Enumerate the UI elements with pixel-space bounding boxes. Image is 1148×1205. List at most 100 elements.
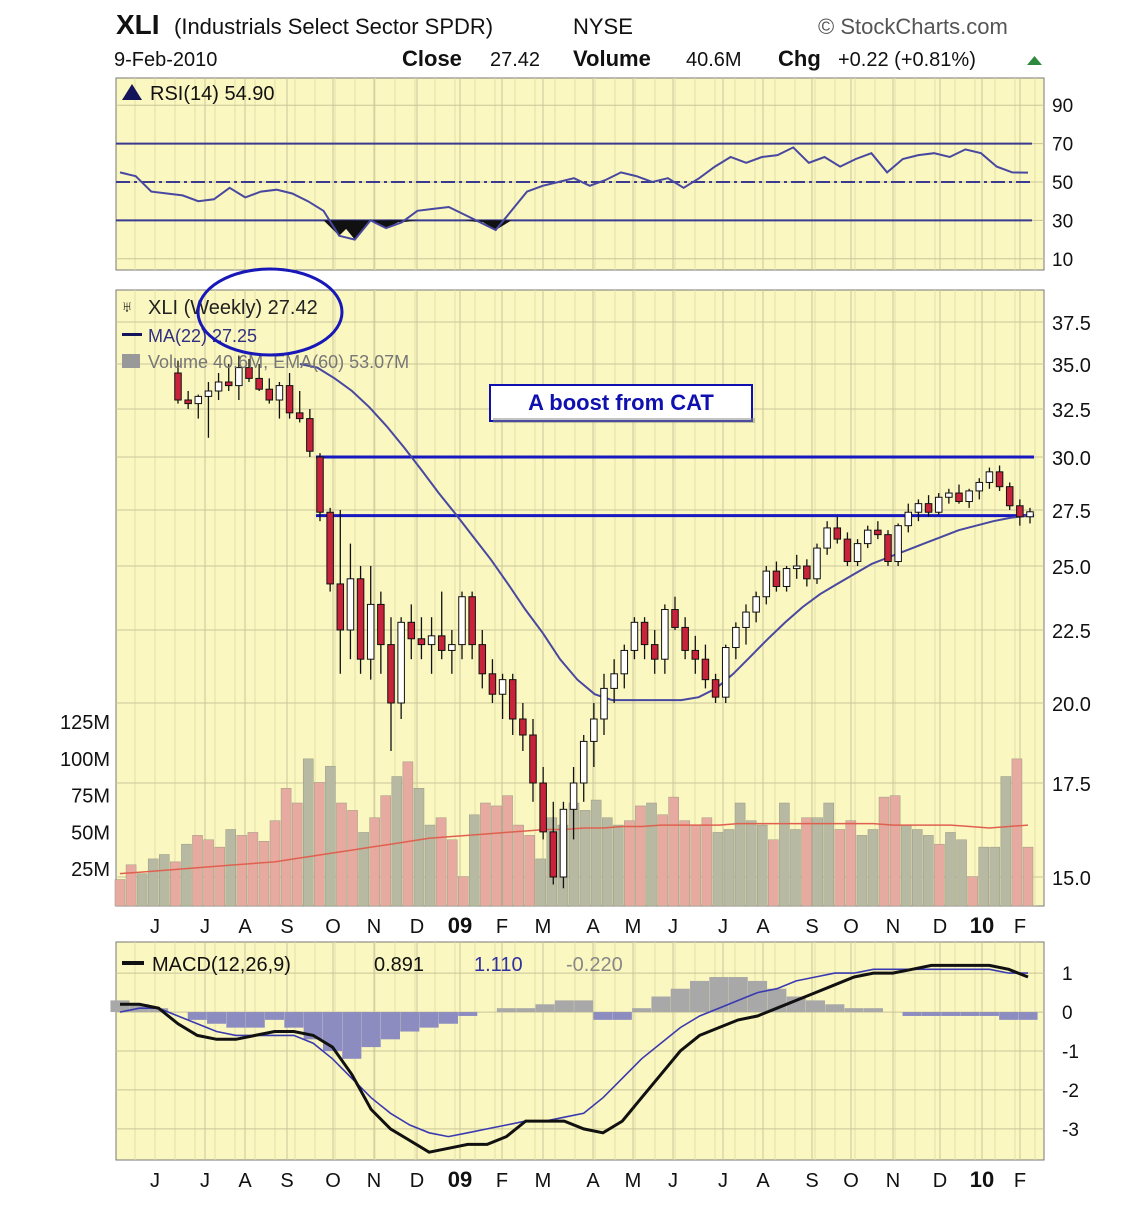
candle-body <box>336 583 345 631</box>
macd-histogram-bar <box>1018 1012 1038 1020</box>
volume-bar <box>923 835 934 907</box>
volume-bar <box>236 835 248 907</box>
volume-bar <box>912 829 923 907</box>
candle-body <box>417 638 426 646</box>
candle-body <box>174 372 182 401</box>
price-layer <box>174 355 1034 889</box>
ma22-line <box>299 363 1029 702</box>
candle-legend-icon: ♅ <box>121 299 133 316</box>
candle-body <box>975 481 984 492</box>
volume-bar <box>181 843 192 907</box>
candle-body <box>823 527 831 549</box>
volume-bar <box>435 817 447 907</box>
volume-ytick-label: 100M <box>60 749 110 771</box>
price-xtick-label: J <box>200 916 210 938</box>
candle-body <box>600 687 608 720</box>
candle-body <box>488 673 497 695</box>
macd-histogram-bar <box>284 1012 304 1028</box>
candle-body <box>914 503 923 513</box>
candle-body <box>732 626 740 649</box>
candle-body <box>397 621 405 704</box>
volume-bar <box>812 817 823 907</box>
volume-bar <box>856 835 868 907</box>
price-ytick-label: 37.5 <box>1052 313 1091 335</box>
candle-body <box>539 782 547 833</box>
price-legend: ♅ XLI (Weekly) 27.42 MA(22) 27.25 Volume… <box>121 297 409 372</box>
volume-bar <box>834 829 846 907</box>
candle-body <box>945 492 953 498</box>
chg-value: +0.22 (+0.81%) <box>838 49 976 71</box>
candle-body <box>681 626 689 651</box>
volume-label: Volume <box>573 46 651 71</box>
volume-bar <box>889 795 901 907</box>
ma-legend-icon <box>122 333 142 336</box>
candle-body <box>630 621 639 651</box>
candle-body <box>458 596 466 646</box>
copyright-label: © StockCharts.com <box>818 14 1008 39</box>
macd-ytick-label: 0 <box>1062 1003 1073 1024</box>
macd-ytick-label: -1 <box>1062 1042 1079 1063</box>
volume-bar <box>170 861 181 907</box>
volume-bar <box>624 820 635 907</box>
volume-bar <box>458 876 469 907</box>
candle-body <box>874 529 882 536</box>
volume-bar <box>1022 846 1034 907</box>
macd-histogram-bar <box>593 1012 613 1020</box>
macd-layer <box>110 963 1038 1154</box>
candle-body <box>894 525 902 563</box>
macd-histogram-bar <box>226 1012 246 1028</box>
volume-bar <box>989 846 1001 907</box>
volume-bar <box>1000 776 1012 907</box>
macd-histogram-bar <box>322 1012 343 1051</box>
macd-histogram-bar <box>786 996 806 1013</box>
macd-histogram-bar <box>999 1012 1019 1020</box>
candle-body <box>569 782 578 810</box>
macd-histogram-bar <box>245 1012 265 1028</box>
macd-xtick-label: A <box>586 1170 600 1192</box>
volume-bar <box>491 805 502 907</box>
volume-bar <box>225 829 236 907</box>
volume-bar <box>291 802 303 907</box>
volume-bar <box>679 820 690 907</box>
rsi-legend-icon <box>122 84 142 100</box>
candle-body <box>306 418 314 452</box>
candle-body <box>742 611 750 628</box>
candle-body <box>366 603 375 660</box>
volume-value: 40.6M <box>686 49 742 71</box>
volume-bar <box>347 810 358 907</box>
candle-body <box>265 388 274 401</box>
macd-histogram-bar <box>651 996 671 1013</box>
volume-bar <box>790 829 801 907</box>
macd-histogram-bar <box>863 1008 883 1013</box>
price-xtick-label: J <box>668 916 678 938</box>
macd-histogram-bar <box>342 1012 362 1059</box>
grid <box>116 78 1044 1160</box>
volume-bar <box>967 876 978 907</box>
price-xtick-label: F <box>496 916 508 938</box>
volume-bar <box>159 854 170 907</box>
price-xtick-label: S <box>280 916 293 938</box>
candle-body <box>508 679 517 720</box>
volume-ytick-label: 75M <box>71 786 110 808</box>
candle-body <box>934 496 943 513</box>
price-ytick-label: 17.5 <box>1052 774 1091 796</box>
candle-body <box>620 649 629 675</box>
security-name: (Industrials Select Sector SPDR) <box>174 14 493 39</box>
close-value: 27.42 <box>490 49 540 71</box>
macd-xtick-label: A <box>238 1170 252 1192</box>
macd-xtick-label: J <box>718 1170 728 1192</box>
volume-bar <box>745 820 757 907</box>
macd-xtick-label: D <box>933 1170 947 1192</box>
price-xtick-label: O <box>325 916 341 938</box>
candle-body <box>721 647 730 698</box>
macd-xtick-label: O <box>325 1170 341 1192</box>
rsi-panel <box>115 77 1045 271</box>
macd-xtick-label: N <box>886 1170 900 1192</box>
volume-bar <box>635 805 646 907</box>
volume-bar <box>380 795 392 907</box>
histogram-legend-value: -0.220 <box>566 954 623 976</box>
macd-histogram-bar <box>574 1000 594 1013</box>
price-xtick-label: 09 <box>448 913 472 938</box>
macd-xtick-label: 10 <box>970 1167 994 1192</box>
candle-body <box>204 390 213 397</box>
